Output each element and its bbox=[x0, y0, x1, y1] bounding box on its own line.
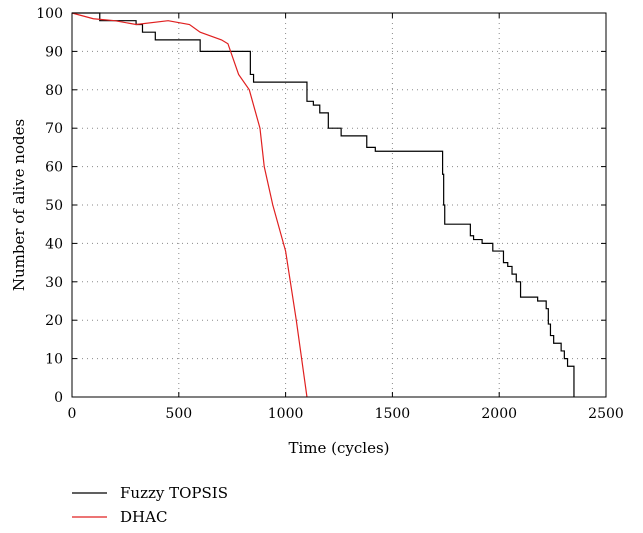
series-line-fuzzy-topsis bbox=[72, 12, 575, 397]
y-tick-label: 90 bbox=[45, 44, 63, 60]
y-tick-label: 30 bbox=[45, 275, 63, 291]
y-tick-label: 20 bbox=[45, 313, 63, 329]
x-tick-label: 1000 bbox=[268, 406, 304, 422]
y-axis-label: Number of alive nodes bbox=[10, 119, 28, 291]
series-line-dhac bbox=[71, 12, 308, 398]
legend-label-dhac: DHAC bbox=[120, 508, 167, 526]
y-tick-label: 0 bbox=[54, 390, 63, 406]
y-tick-label: 70 bbox=[45, 121, 63, 137]
x-tick-label: 2000 bbox=[481, 406, 517, 422]
y-tick-label: 100 bbox=[36, 6, 63, 22]
y-tick-label: 10 bbox=[45, 352, 63, 368]
y-tick-label: 60 bbox=[45, 160, 63, 176]
x-axis-label: Time (cycles) bbox=[288, 439, 389, 457]
grid-layer bbox=[72, 13, 606, 397]
x-tick-label: 0 bbox=[68, 406, 77, 422]
x-tick-label: 1500 bbox=[375, 406, 411, 422]
x-tick-label: 500 bbox=[165, 406, 192, 422]
legend: Fuzzy TOPSIS DHAC bbox=[72, 484, 228, 526]
legend-label-fuzzy-topsis: Fuzzy TOPSIS bbox=[120, 484, 228, 502]
tick-layer: 0 500 1000 1500 2000 2500 0 10 20 30 40 50 60 70 80 90 1… bbox=[36, 6, 624, 422]
y-tick-label: 40 bbox=[45, 236, 63, 252]
y-tick-label: 80 bbox=[45, 83, 63, 99]
y-tick-label: 50 bbox=[45, 198, 63, 214]
x-tick-label: 2500 bbox=[588, 406, 624, 422]
series-layer bbox=[71, 12, 575, 398]
